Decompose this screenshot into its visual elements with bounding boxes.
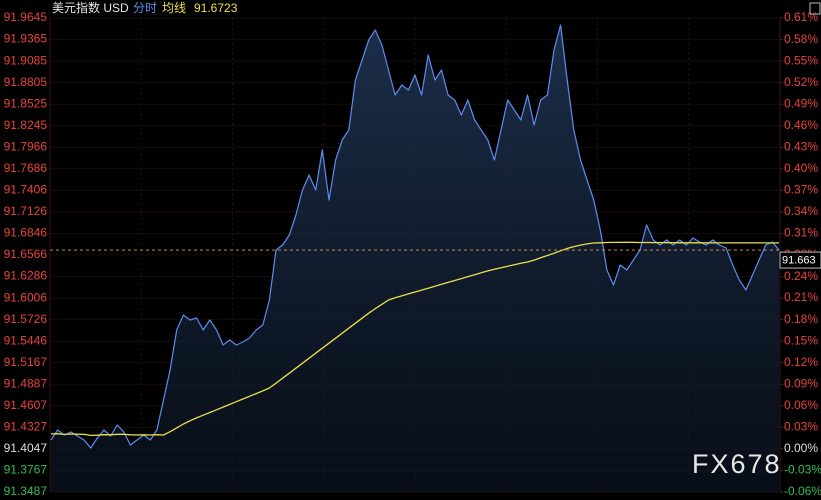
y-tick-label: 91.5446	[4, 333, 48, 347]
y-tick-label: 91.6286	[4, 269, 48, 283]
y-tick-label: 91.3767	[4, 463, 48, 477]
y2-tick-label: 0.12%	[784, 355, 818, 369]
y-tick-label: 91.6846	[4, 226, 48, 240]
y2-tick-label: 0.40%	[784, 161, 818, 175]
y-tick-label: 91.9645	[4, 10, 48, 24]
last-price-label: 91.663	[782, 254, 816, 266]
price-line	[50, 24, 780, 449]
y-tick-label: 91.3487	[4, 484, 48, 498]
y2-tick-label: -0.06%	[784, 484, 821, 498]
y2-tick-label: 0.31%	[784, 226, 818, 240]
y2-tick-label: 0.52%	[784, 75, 818, 89]
y2-tick-label: 0.37%	[784, 183, 818, 197]
y2-tick-label: -0.03%	[784, 463, 821, 477]
y2-tick-label: 0.21%	[784, 290, 818, 304]
y2-tick-label: 0.55%	[784, 53, 818, 67]
plot	[50, 24, 780, 492]
y-tick-label: 91.4607	[4, 398, 48, 412]
y-tick-label: 91.7966	[4, 139, 48, 153]
y-tick-label: 91.8525	[4, 96, 48, 110]
y-tick-label: 91.7406	[4, 183, 48, 197]
chart-title: 美元指数 USD	[52, 0, 129, 15]
average-line	[50, 241, 779, 437]
y2-tick-label: 0.49%	[784, 96, 818, 110]
y-tick-label: 91.4047	[4, 441, 48, 455]
y2-tick-label: 0.00%	[784, 441, 818, 455]
y-tick-label: 91.8805	[4, 75, 48, 89]
y2-tick-label: 0.06%	[784, 398, 818, 412]
average-value: 91.6723	[194, 1, 238, 15]
y-tick-label: 91.4887	[4, 376, 48, 390]
axes: 91.9645 91.9365 91.9085 91.8805 91.8525 91.82…	[4, 10, 821, 498]
price-area	[51, 25, 779, 492]
y-tick-label: 91.4327	[4, 420, 48, 434]
y-tick-label: 91.7126	[4, 204, 48, 218]
legend-entry[interactable]: 分时	[133, 1, 157, 15]
last-price-box	[779, 251, 821, 269]
y2-tick-label: 0.15%	[784, 333, 818, 347]
y-tick-label: 91.5726	[4, 312, 48, 326]
y2-tick-label: 0.61%	[784, 10, 818, 24]
y-tick-label: 91.8245	[4, 118, 48, 132]
settings-icon[interactable]	[809, 2, 821, 15]
y2-tick-label: 0.18%	[784, 312, 818, 326]
y-tick-label: 91.6006	[4, 290, 48, 304]
y2-tick-label: 0.43%	[784, 139, 818, 153]
legend-entry[interactable]: 均线	[162, 1, 186, 15]
y2-tick-label: 0.03%	[784, 420, 818, 434]
y2-tick-label: 0.34%	[784, 204, 818, 218]
y2-tick-label: 0.24%	[784, 269, 818, 283]
y-tick-label: 91.9085	[4, 53, 48, 67]
y2-tick-label: 0.09%	[784, 376, 818, 390]
y-tick-label: 91.7686	[4, 161, 48, 175]
y2-tick-label: 0.46%	[784, 118, 818, 132]
y-tick-label: 91.6566	[4, 247, 48, 261]
y-tick-label: 91.9365	[4, 32, 48, 46]
y-tick-label: 91.5167	[4, 355, 48, 369]
y2-tick-label: 0.58%	[784, 32, 818, 46]
watermark: FX678	[692, 449, 782, 479]
